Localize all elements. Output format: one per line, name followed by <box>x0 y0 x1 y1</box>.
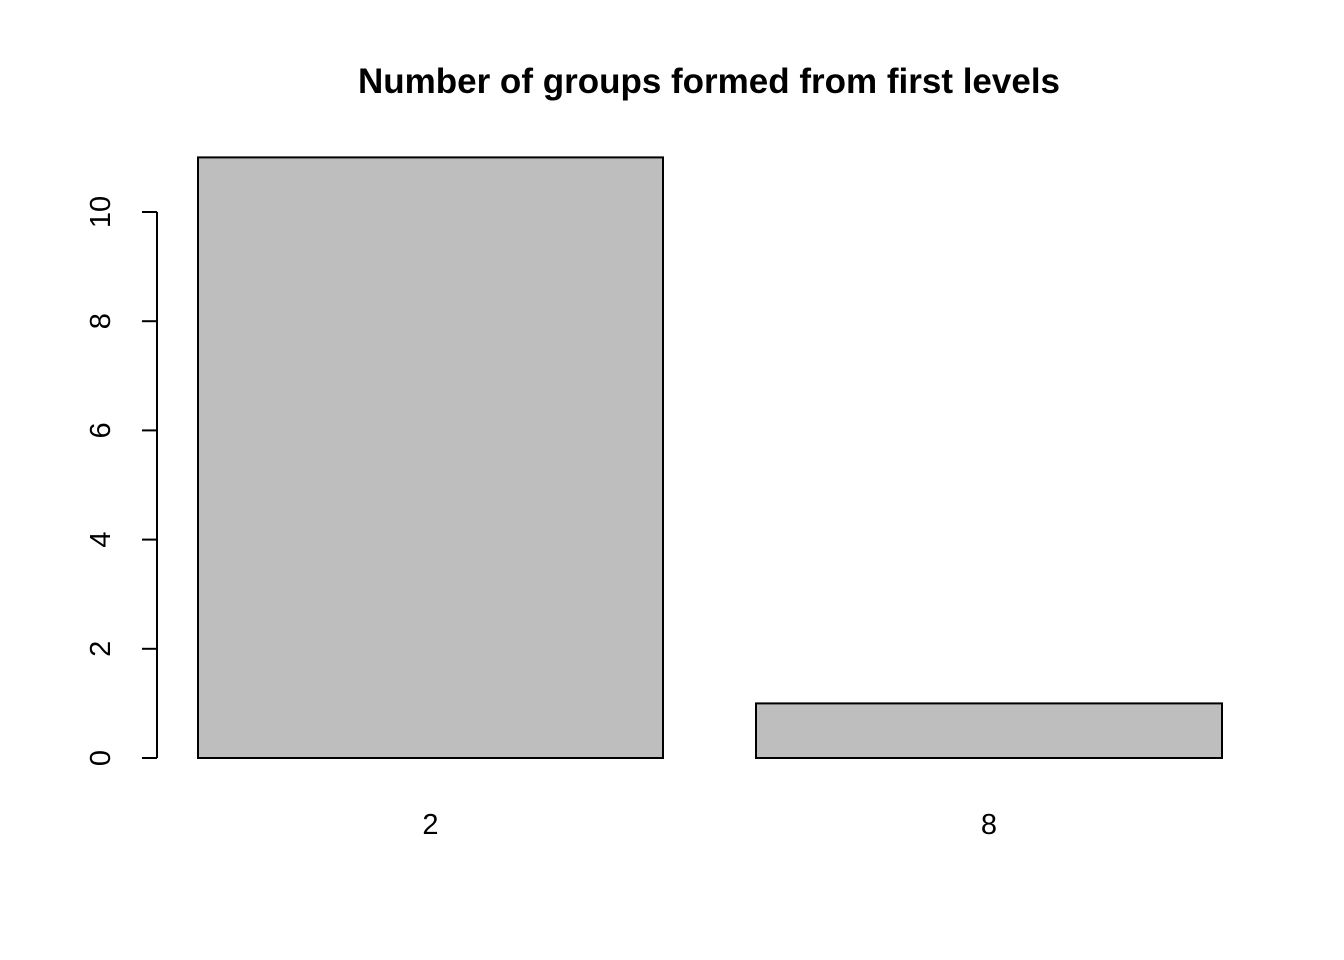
x-tick-label: 8 <box>981 809 997 841</box>
bar-8 <box>755 702 1223 760</box>
y-tick-label: 6 <box>85 422 117 438</box>
y-axis: 0 2 4 6 8 10 <box>85 196 158 766</box>
y-tick-label: 4 <box>85 532 117 548</box>
chart-title: Number of groups formed from first level… <box>358 62 1060 101</box>
bar-2 <box>197 156 664 759</box>
bars-layer <box>197 156 1223 760</box>
y-tick-label: 8 <box>85 313 117 329</box>
y-tick-label: 2 <box>85 641 117 657</box>
y-tick-label: 10 <box>85 196 117 228</box>
x-tick-label: 2 <box>422 809 438 841</box>
y-tick-label: 0 <box>85 750 117 766</box>
